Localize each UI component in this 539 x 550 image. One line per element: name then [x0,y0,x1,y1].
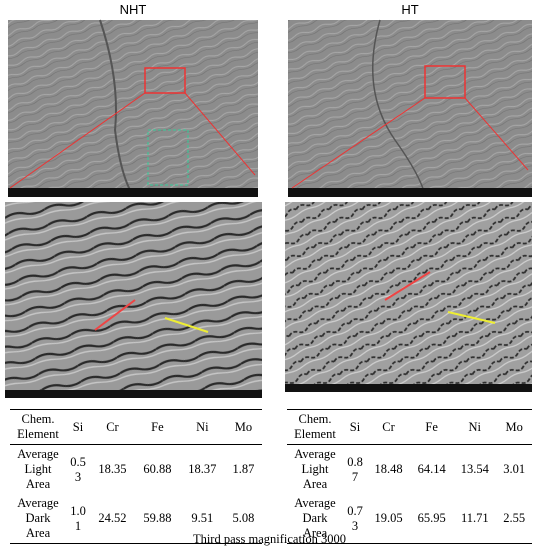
cell: 0.73 [347,503,363,533]
cell: 11.71 [460,511,489,525]
data-row: Average Light Area 0.87 18.48 64.14 13.54 3.0… [287,445,532,495]
cell: 0.53 [70,454,86,484]
header-cell: Ni [453,409,497,445]
sem-image [8,19,258,197]
cell: Average Light Area [294,447,336,491]
sem-image [285,202,532,392]
cell: 0.87 [347,454,363,484]
sem-image [288,19,532,197]
header-row: Chem. Element Si Cr Fe Ni Mo [287,409,532,445]
cell: 5.08 [232,511,255,525]
micrographs [5,19,532,398]
table-body: Average Light Area 0.53 18.35 60.88 18.37 1.8… [10,445,262,544]
cell: 18.37 [188,462,217,476]
cell: 19.05 [374,511,403,525]
table-head: Chem. Element Si Cr Fe Ni Mo [287,409,532,445]
cell: 1.87 [232,462,255,476]
data-row: Average Dark Area 1.01 24.52 59.88 9.51 5.08 [10,494,262,544]
data-row: Average Light Area 0.53 18.35 60.88 18.37 1.8… [10,445,262,495]
header-cell: Fe [410,409,454,445]
cell: 2.55 [503,511,526,525]
header-cell: Ni [179,409,225,445]
cell: 18.35 [98,462,127,476]
cell: 65.95 [417,511,446,525]
header-cell: Cr [367,409,411,445]
header-row: Chem. Element Si Cr Fe Ni Mo [10,409,262,445]
cell: Average Dark Area [294,496,336,540]
header-cell: Cr [90,409,135,445]
cell: Average Light Area [17,447,59,491]
header-cell: Fe [134,409,180,445]
cell: 9.51 [191,511,214,525]
panel-label: NHT [119,2,147,17]
table-head: Chem. Element Si Cr Fe Ni Mo [10,409,262,445]
sem-image [5,202,262,398]
cell: 64.14 [417,462,446,476]
composition-table: Chem. Element Si Cr Fe Ni Mo Average Light Are… [10,409,262,544]
cell: 59.88 [143,511,172,525]
panel-label: HT [401,2,419,17]
cell: 18.48 [374,462,403,476]
data-row: Average Dark Area 0.73 19.05 65.95 11.71 2.55 [287,494,532,544]
header-cell: Chem. Element [10,409,66,445]
caption: Third pass magnification 3000 [192,532,347,546]
cell: 3.01 [503,462,526,476]
cell: 1.01 [70,503,86,533]
cell: Average Dark Area [17,496,59,540]
header-cell: Mo [224,409,262,445]
header-cell: Si [343,409,367,445]
header-cell: Si [66,409,90,445]
cell: 60.88 [143,462,172,476]
header-cell: Chem. Element [287,409,343,445]
cell: 13.54 [460,462,489,476]
composition-table: Chem. Element Si Cr Fe Ni Mo Average Light Are… [287,409,532,544]
header-cell: Mo [496,409,532,445]
cell: 24.52 [98,511,127,525]
table-body: Average Light Area 0.87 18.48 64.14 13.54 3.0… [287,445,532,544]
